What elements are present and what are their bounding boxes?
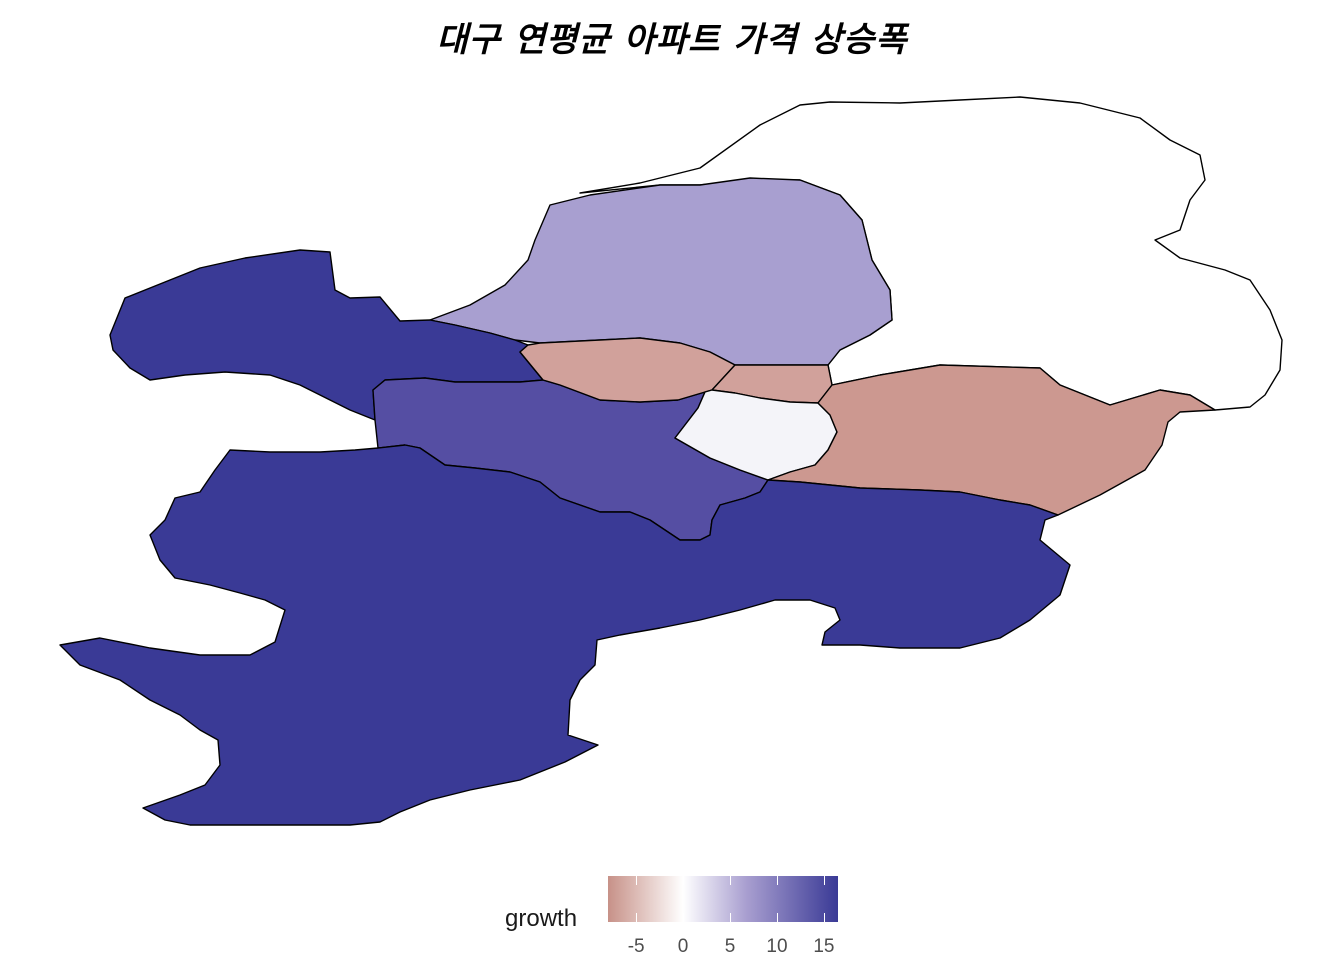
map-title: 대구 연평균 아파트 가격 상승폭 xyxy=(436,20,908,60)
legend-colorbar xyxy=(608,876,838,922)
legend-title: growth xyxy=(505,905,578,932)
district-dalseong-south[interactable] xyxy=(59,444,1071,826)
district-suseong[interactable] xyxy=(767,364,1216,516)
